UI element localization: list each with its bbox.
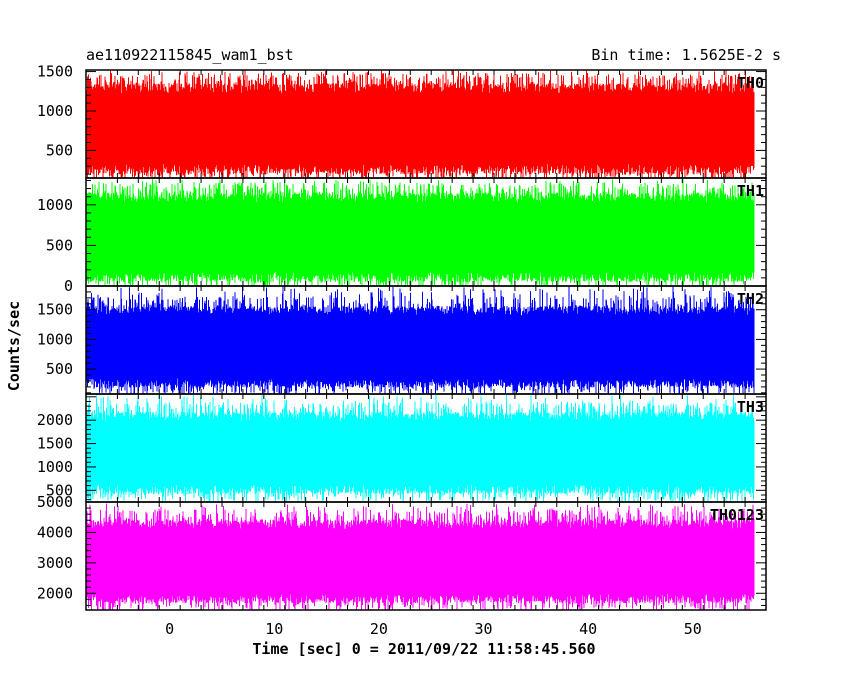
y-tick-label: 0 [64,277,73,295]
y-tick-label: 1000 [37,330,73,348]
y-tick-label: 1000 [37,196,73,214]
y-tick-label: 4000 [37,523,73,541]
y-tick-label: 3000 [37,554,73,572]
y-tick-label: 1000 [37,458,73,476]
series-th0123 [86,503,755,610]
panel-frame [85,501,767,611]
y-tick-label: 5000 [37,493,73,511]
panels: 50010001500TH005001000TH150010001500TH25… [37,63,767,611]
series-th3 [86,394,755,502]
x-axis-label: Time [sec] 0 = 2011/09/22 11:58:45.560 [252,640,595,658]
panel-label: TH0 [737,74,764,92]
y-tick-label: 2000 [37,584,73,602]
panel-th3: 500 1000 1500 2000 TH3 [37,393,767,503]
panel-label: TH0123 [710,506,764,524]
panel-label: TH1 [737,182,764,200]
x-tick-label: 50 [684,620,702,638]
panel-th1: 0 500 1000 TH1 [37,177,767,295]
panel-th0: 500 1000 1500 TH0 [37,63,767,179]
y-tick-label: 1500 [37,301,73,319]
y-tick-label: 1500 [37,63,73,81]
series-th0 [86,70,755,178]
y-tick-label: 500 [46,481,73,499]
x-tick-label: 10 [265,620,283,638]
panel-label: TH2 [737,290,764,308]
panel-th0123: 2000 3000 4000 5000 TH0123 [37,493,767,611]
x-tick-label: 0 [165,620,174,638]
x-tick-label: 40 [579,620,597,638]
y-tick-label: 2000 [37,411,73,429]
panel-label: TH3 [737,398,764,416]
x-axis: 0 10 20 30 40 50 [165,620,702,638]
y-tick-label: 1000 [37,102,73,120]
y-tick-label: 500 [46,236,73,254]
y-tick-label: 500 [46,141,73,159]
y-tick-label: 1500 [37,435,73,453]
plot-title: ae110922115845_wam1_bst [86,46,294,64]
series-th2 [86,286,755,394]
x-tick-label: 30 [475,620,493,638]
bin-time-label: Bin time: 1.5625E-2 s [591,46,781,64]
panel-th2: 500 1000 1500 TH2 [37,285,767,395]
x-tick-label: 20 [370,620,388,638]
y-tick-label: 500 [46,360,73,378]
y-axis-label: Counts/sec [5,301,23,391]
series-th1 [86,179,755,286]
